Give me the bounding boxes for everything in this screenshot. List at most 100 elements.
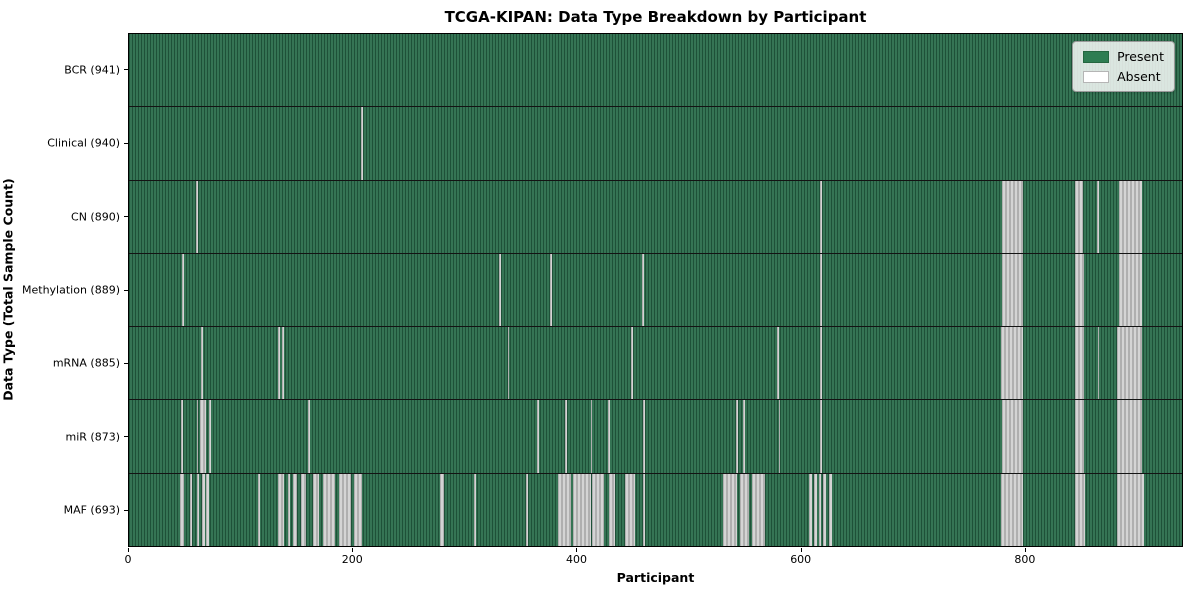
y-tick-label: BCR (941)	[64, 63, 120, 77]
y-tick-label: Clinical (940)	[47, 136, 120, 150]
absent-stripe	[572, 473, 591, 546]
absent-stripe	[288, 473, 291, 546]
legend-item-absent: Absent	[1083, 69, 1164, 84]
y-tick-mark	[124, 362, 128, 364]
present-swatch	[1083, 50, 1110, 63]
absent-stripe	[742, 400, 746, 473]
y-tick-mark	[124, 289, 128, 291]
legend-label-present: Present	[1117, 49, 1164, 64]
absent-stripe	[590, 400, 593, 473]
absent-stripe	[526, 473, 529, 546]
absent-stripe	[558, 473, 571, 546]
absent-stripe	[323, 473, 336, 546]
absent-stripe	[819, 180, 822, 253]
absent-stripe	[642, 473, 645, 546]
x-tick-mark	[1024, 548, 1026, 552]
legend-item-present: Present	[1083, 49, 1164, 64]
y-tick-mark	[124, 436, 128, 438]
absent-stripe	[1096, 180, 1099, 253]
x-tick-label: 0	[124, 553, 132, 566]
absent-stripe	[777, 327, 780, 400]
chart-title: TCGA-KIPAN: Data Type Breakdown by Parti…	[444, 8, 867, 26]
heatmap-row-methylation	[129, 252, 1182, 327]
absent-stripe	[536, 400, 539, 473]
heatmap-row-maf	[129, 472, 1182, 546]
absent-stripe	[1118, 253, 1143, 327]
absent-stripe	[643, 400, 645, 473]
absent-stripe	[1097, 327, 1100, 400]
absent-stripe	[180, 473, 185, 546]
absent-stripe	[823, 473, 827, 546]
absent-stripe	[630, 327, 633, 400]
y-tick-marks	[124, 33, 128, 547]
y-tick-label: miR (873)	[65, 430, 121, 444]
x-tick-mark	[576, 548, 578, 552]
x-tick-label: 400	[565, 553, 587, 566]
x-axis: 0 200 400 600 800	[124, 547, 1183, 587]
absent-stripe	[722, 473, 738, 546]
absent-stripe	[308, 400, 310, 473]
y-tick-mark	[124, 69, 128, 71]
absent-stripe	[814, 473, 817, 546]
absent-stripe	[1075, 180, 1083, 253]
absent-stripe	[550, 253, 552, 327]
plot-area: Present Absent	[128, 33, 1183, 547]
absent-stripe	[592, 473, 604, 546]
absent-stripe	[1117, 327, 1143, 400]
absent-stripe	[739, 473, 750, 546]
absent-stripe	[819, 327, 822, 400]
absent-stripe	[278, 327, 281, 400]
absent-stripe	[778, 400, 781, 473]
y-tick-mark	[124, 216, 128, 218]
x-tick-label: 800	[1014, 553, 1036, 566]
x-axis-label: Participant	[616, 570, 695, 585]
absent-stripe	[625, 473, 636, 546]
legend-label-absent: Absent	[1117, 69, 1161, 84]
absent-stripe	[201, 327, 203, 400]
absent-stripe	[1075, 400, 1084, 473]
x-tick-mark	[800, 548, 802, 552]
absent-stripe	[196, 400, 199, 473]
absent-stripe	[278, 473, 284, 546]
absent-stripe	[808, 473, 812, 546]
absent-stripe	[642, 253, 644, 327]
absent-stripe	[292, 473, 298, 546]
absent-stripe	[1117, 473, 1144, 546]
absent-stripe	[1118, 180, 1143, 253]
absent-stripe	[564, 400, 567, 473]
absent-stripe	[196, 473, 200, 546]
x-tick-label: 600	[790, 553, 812, 566]
x-tick-mark	[128, 548, 129, 552]
x-tick-label: 200	[341, 553, 363, 566]
absent-stripe	[1001, 180, 1023, 253]
absent-stripe	[1075, 253, 1084, 327]
heatmap-row-mrna	[129, 326, 1182, 400]
absent-stripe	[1075, 473, 1085, 546]
absent-stripe	[205, 473, 209, 546]
absent-stripe	[818, 473, 822, 546]
absent-stripe	[300, 473, 306, 546]
absent-stripe	[339, 473, 351, 546]
absent-stripe	[354, 473, 363, 546]
absent-stripe	[474, 473, 476, 546]
absent-stripe	[607, 400, 610, 473]
absent-stripe	[751, 473, 766, 546]
heatmap-row-clinical	[129, 106, 1182, 180]
absent-stripe	[1001, 473, 1024, 546]
absent-swatch	[1083, 70, 1110, 83]
absent-stripe	[196, 180, 199, 253]
absent-stripe	[200, 400, 206, 473]
heatmap-row-bcr	[129, 34, 1182, 107]
y-tick-labels: BCR (941) Clinical (940) CN (890) Methylati…	[0, 33, 120, 547]
absent-stripe	[181, 400, 183, 473]
y-tick-label: MAF (693)	[63, 503, 120, 517]
x-tick-mark	[352, 548, 354, 552]
legend: Present Absent	[1072, 41, 1175, 92]
absent-stripe	[361, 107, 363, 180]
absent-stripe	[209, 400, 211, 473]
y-tick-label: mRNA (885)	[52, 356, 120, 370]
absent-stripe	[439, 473, 444, 546]
absent-stripe	[507, 327, 510, 400]
y-tick-label: CN (890)	[71, 210, 120, 224]
